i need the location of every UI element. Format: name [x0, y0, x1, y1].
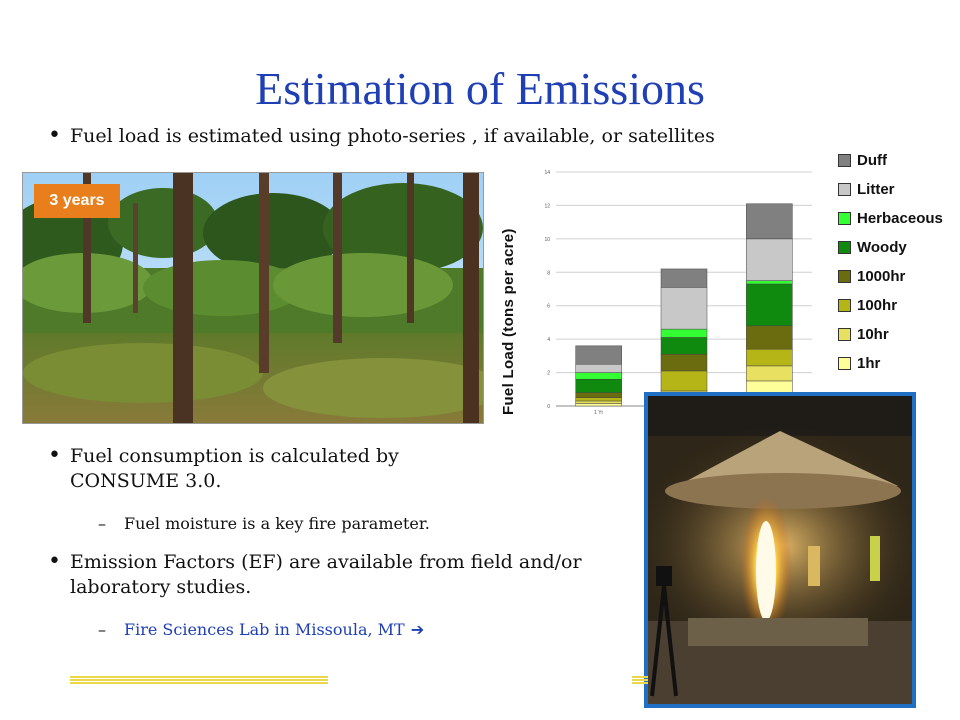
chart-y-tick-label: 10 [544, 237, 550, 243]
chart-bar-segment [575, 392, 622, 398]
dash-glyph: – [98, 514, 106, 533]
right-arrow-icon: ➔ [410, 620, 425, 639]
chart-bar-segment [746, 365, 793, 382]
dash-glyph: – [98, 620, 106, 639]
fuel-load-chart: 0 2 4 6 8 10 12 14 1 Yr [494, 150, 824, 430]
legend-item: 1000hr [838, 268, 905, 285]
fuel-load-chart-svg: 0 2 4 6 8 10 12 14 1 Yr [544, 170, 812, 416]
chart-y-tick-label: 12 [544, 203, 550, 209]
lab-photo-drawing [648, 396, 912, 704]
legend-label: 100hr [857, 297, 898, 314]
legend-label: 1hr [857, 355, 881, 372]
fire-sciences-lab-link-text[interactable]: Fire Sciences Lab in Missoula, MT [124, 620, 405, 639]
bullet-consumption: • Fuel consumption is calculated by CONS… [48, 444, 488, 494]
bullet-consumption-text: Fuel consumption is calculated by CONSUM… [70, 445, 399, 492]
chart-bar-segment [746, 280, 793, 285]
legend-item: Litter [838, 181, 895, 198]
chart-y-tick-label: 6 [547, 304, 550, 310]
chart-bar-segment [575, 363, 622, 373]
legend-swatch [838, 183, 851, 196]
bullet-emission-factors: • Emission Factors (EF) are available fr… [48, 550, 633, 600]
chart-bar-segment [746, 348, 793, 367]
legend-item: Herbaceous [838, 210, 943, 227]
chart-bar-segment [746, 283, 793, 327]
sub-bullet-moisture: – Fuel moisture is a key fire parameter. [98, 512, 538, 536]
legend-swatch [838, 154, 851, 167]
footer-decoration-line [70, 676, 328, 684]
legend-label: 1000hr [857, 268, 906, 285]
chart-bar-segment [660, 353, 708, 372]
chart-y-tick-label: 8 [547, 270, 550, 276]
chart-bar-segment [746, 238, 793, 281]
sub-bullet-lab: – Fire Sciences Lab in Missoula, MT ➔ [98, 618, 598, 642]
chart-bar-segment [746, 203, 793, 240]
chart-bar-segment [660, 287, 708, 330]
bullet-glyph: • [48, 123, 61, 148]
legend-item: 10hr [838, 326, 889, 343]
bullet-glyph: • [48, 443, 61, 468]
legend-swatch [838, 299, 851, 312]
bullet-emission-factors-text: Emission Factors (EF) are available from… [70, 551, 582, 598]
chart-bar-segment [575, 372, 622, 380]
forest-photo-drawing [23, 173, 483, 423]
legend-item: 1hr [838, 355, 880, 372]
chart-x-tick-label: 1 Yr [594, 410, 603, 416]
bullet-glyph: • [48, 549, 61, 574]
chart-bar-segment [575, 403, 622, 407]
legend-label: 10hr [857, 326, 889, 343]
chart-bar-segment [660, 370, 708, 392]
legend-label: Woody [857, 239, 907, 256]
chart-bar-segment [660, 328, 708, 338]
lab-photo [644, 392, 916, 708]
slide-title: Estimation of Emissions [255, 63, 705, 114]
legend-label: Herbaceous [857, 210, 943, 227]
legend-label: Litter [857, 181, 895, 198]
legend-swatch [838, 357, 851, 370]
years-badge: 3 years [34, 184, 120, 218]
legend-item: Duff [838, 152, 887, 169]
chart-bar-segment [660, 337, 708, 355]
legend-swatch [838, 328, 851, 341]
legend-swatch [838, 270, 851, 283]
bullet-fuel-load-text: Fuel load is estimated using photo-serie… [70, 125, 715, 147]
legend-swatch [838, 241, 851, 254]
chart-bar-segment [660, 268, 708, 288]
bullet-fuel-load: • Fuel load is estimated using photo-ser… [48, 124, 928, 149]
forest-photo [22, 172, 484, 424]
legend-item: 100hr [838, 297, 897, 314]
sub-bullet-moisture-text: Fuel moisture is a key fire parameter. [124, 514, 430, 533]
chart-y-tick-label: 0 [547, 404, 550, 410]
legend-item: Woody [838, 239, 907, 256]
chart-y-tick-label: 4 [547, 337, 550, 343]
footer-decoration-line [632, 676, 648, 684]
chart-bar-segment [575, 379, 622, 393]
chart-bar-segment [575, 345, 622, 365]
chart-bar-segment [575, 397, 622, 402]
chart-bar-segment [746, 325, 793, 350]
chart-y-axis-label: Fuel Load (tons per acre) [500, 228, 517, 415]
chart-y-tick-label: 14 [544, 170, 550, 176]
legend-swatch [838, 212, 851, 225]
fire-sciences-lab-link[interactable]: Fire Sciences Lab in Missoula, MT ➔ [124, 618, 424, 642]
legend-label: Duff [857, 152, 887, 169]
chart-bar-segment [575, 400, 622, 404]
chart-y-tick-label: 2 [547, 371, 550, 377]
